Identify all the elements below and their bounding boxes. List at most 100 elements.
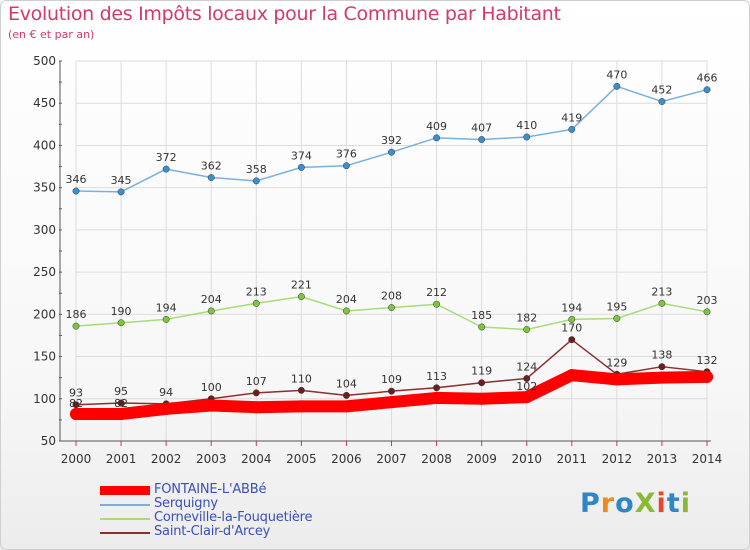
data-label: 185 [471, 309, 492, 322]
logo-letter: o [615, 488, 635, 519]
data-label: 392 [381, 134, 402, 147]
data-point [523, 133, 531, 141]
x-tick-label: 2013 [647, 452, 678, 466]
data-point [610, 373, 623, 386]
data-label: 113 [426, 370, 447, 383]
data-point [342, 391, 350, 399]
data-point [297, 386, 305, 394]
legend-label: Corneville-la-Fouquetière [154, 510, 313, 525]
logo-letter: i [680, 488, 691, 519]
data-label: 466 [697, 72, 718, 85]
data-label: 372 [156, 151, 177, 164]
data-point [658, 299, 666, 307]
data-label: 124 [516, 361, 537, 374]
data-point [160, 402, 173, 415]
x-tick-label: 2001 [106, 452, 137, 466]
data-label: 208 [381, 290, 402, 303]
legend-swatch [100, 518, 150, 520]
data-label: 190 [111, 305, 132, 318]
data-label: 345 [111, 174, 132, 187]
data-label: 94 [159, 386, 173, 399]
data-point [658, 363, 666, 371]
legend-label: Saint-Clair-d'Arcey [154, 524, 271, 539]
data-label: 374 [291, 149, 312, 162]
x-tick-label: 2006 [331, 452, 362, 466]
data-label: 452 [651, 84, 672, 97]
data-point [297, 293, 305, 301]
data-label: 212 [426, 286, 447, 299]
x-tick-label: 2000 [61, 452, 92, 466]
data-label: 204 [201, 293, 222, 306]
data-point [70, 407, 82, 420]
data-point [523, 375, 531, 382]
data-point [433, 300, 441, 308]
data-point [207, 307, 215, 315]
data-point [478, 136, 486, 143]
data-point [655, 371, 668, 384]
legend-label: Serquigny [154, 496, 218, 511]
data-point [613, 82, 621, 90]
data-label: 82 [114, 397, 128, 410]
data-label: 170 [561, 322, 582, 335]
logo-letter: P [580, 488, 601, 519]
logo-letter: t [666, 488, 681, 519]
data-point [520, 391, 533, 404]
data-point [433, 134, 441, 142]
data-point [342, 162, 350, 170]
data-label: 82 [69, 397, 83, 410]
y-tick-label: 300 [33, 223, 56, 237]
y-tick-label: 500 [33, 54, 56, 68]
data-label: 100 [201, 381, 222, 394]
legend-label: FONTAINE-L'ABBé [154, 482, 267, 497]
x-tick-label: 2002 [151, 452, 182, 466]
x-tick-label: 2014 [692, 452, 723, 466]
data-label: 102 [516, 380, 537, 393]
y-tick-label: 250 [33, 265, 56, 279]
data-point [430, 391, 443, 404]
data-label: 194 [561, 301, 582, 314]
data-point [701, 370, 713, 383]
data-point [252, 299, 260, 307]
data-label: 107 [246, 375, 267, 388]
data-point [568, 336, 576, 344]
legend-swatch [100, 504, 150, 506]
data-point [475, 392, 488, 405]
data-point [117, 188, 125, 196]
data-point [207, 174, 215, 181]
data-point [568, 315, 576, 323]
x-tick-label: 2010 [511, 452, 542, 466]
x-tick-label: 2009 [466, 452, 497, 466]
data-point [388, 304, 395, 312]
data-label: 93 [69, 387, 83, 400]
y-tick-label: 200 [33, 307, 56, 321]
data-point [523, 326, 531, 333]
data-point [613, 315, 621, 323]
data-point [340, 400, 353, 413]
data-label: 376 [336, 148, 357, 161]
data-point [72, 322, 80, 330]
data-label: 407 [471, 122, 492, 135]
x-tick-label: 2011 [557, 452, 588, 466]
data-point [478, 323, 486, 331]
data-label: 221 [291, 279, 312, 292]
data-point [388, 148, 395, 156]
data-point [388, 387, 395, 395]
y-tick-label: 50 [41, 434, 56, 448]
x-tick-label: 2004 [241, 452, 272, 466]
data-point [72, 401, 80, 409]
y-tick-label: 350 [33, 181, 56, 195]
y-tick-label: 150 [33, 350, 56, 364]
data-point [250, 401, 263, 414]
data-label: 109 [381, 373, 402, 386]
data-label: 410 [516, 119, 537, 132]
data-label: 362 [201, 160, 222, 173]
legend-swatch [100, 532, 150, 534]
data-point [433, 384, 441, 392]
data-point [117, 319, 125, 327]
data-point [385, 396, 398, 409]
data-point [703, 308, 711, 316]
proxiti-logo: ProXiti [580, 488, 691, 519]
data-point [252, 177, 260, 185]
data-point [297, 163, 305, 171]
